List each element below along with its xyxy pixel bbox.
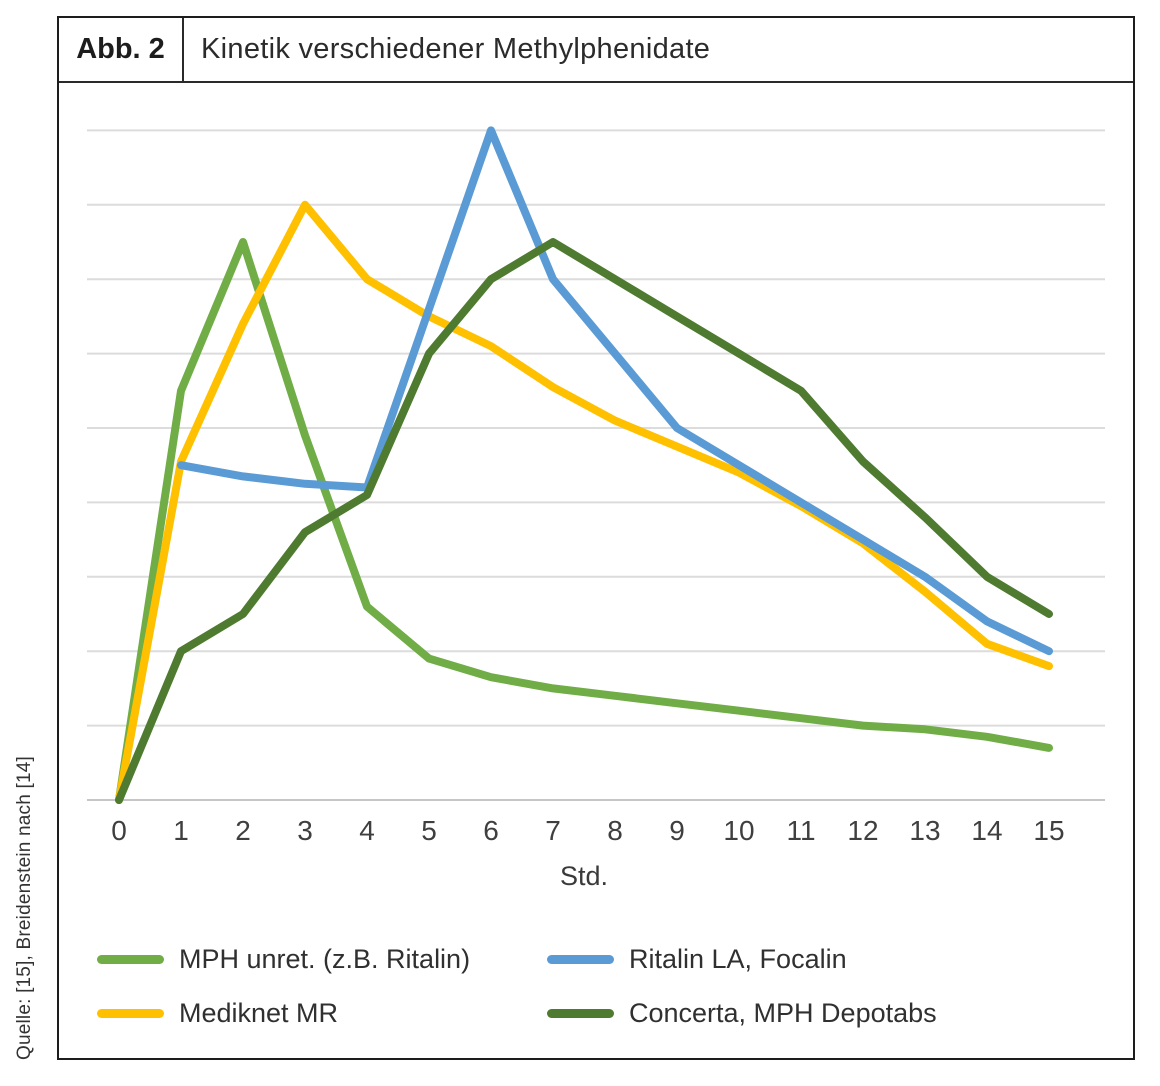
x-tick-label: 11 [786, 815, 815, 846]
legend-item: Concerta, MPH Depotabs [547, 998, 1133, 1028]
x-tick-label: 3 [297, 815, 313, 846]
legend-swatch [547, 954, 614, 964]
x-tick-label: 2 [235, 815, 251, 846]
x-tick-label: 1 [173, 815, 189, 846]
x-tick-label: 8 [607, 815, 623, 846]
chart-legend: MPH unret. (z.B. Ritalin) Ritalin LA, Foc… [59, 914, 1133, 1028]
x-tick-label: 6 [483, 815, 499, 846]
series-lines [115, 126, 1053, 804]
legend-item: Ritalin LA, Focalin [547, 944, 1133, 974]
figure-title: Kinetik verschiedener Methylphenidate [201, 33, 711, 65]
x-tick-label: 7 [545, 815, 561, 846]
line-chart: 0 1 2 3 4 5 6 7 8 9 10 11 12 13 14 15 Std. [87, 126, 1105, 891]
x-tick-label: 14 [971, 815, 1002, 846]
legend-swatch [547, 1008, 614, 1018]
series-line-mediknet-mr [115, 200, 1053, 804]
x-axis-tick-labels: 0 1 2 3 4 5 6 7 8 9 10 11 12 13 14 15 [111, 815, 1064, 846]
legend-item: Mediknet MR [97, 998, 547, 1028]
gridlines [87, 129, 1105, 801]
legend-label: Concerta, MPH Depotabs [629, 997, 937, 1028]
legend-label: Ritalin LA, Focalin [629, 943, 847, 974]
x-tick-label: 12 [847, 815, 878, 846]
series-line-mph-unret-z-b-ritalin- [115, 238, 1053, 804]
legend-swatch [97, 1008, 164, 1018]
legend-label: Mediknet MR [179, 997, 339, 1028]
x-tick-label: 5 [421, 815, 437, 846]
series-line-concerta-mph-depotabs [115, 238, 1053, 804]
x-tick-label: 13 [909, 815, 940, 846]
figure-frame: Abb. 2 Kinetik verschiedener Methylpheni… [57, 16, 1135, 1060]
source-note: Quelle: [15], Breidenstein nach [14] [14, 755, 35, 1060]
x-tick-label: 0 [111, 815, 127, 846]
legend-item: MPH unret. (z.B. Ritalin) [97, 944, 547, 974]
x-tick-label: 15 [1033, 815, 1064, 846]
x-axis-label: Std. [560, 861, 608, 891]
figure-header: Abb. 2 Kinetik verschiedener Methylpheni… [59, 18, 1133, 83]
x-tick-label: 4 [359, 815, 375, 846]
x-tick-label: 10 [723, 815, 754, 846]
figure-number-label: Abb. 2 [59, 18, 184, 81]
x-tick-label: 9 [669, 815, 685, 846]
legend-label: MPH unret. (z.B. Ritalin) [179, 943, 471, 974]
legend-swatch [97, 954, 164, 964]
series-line-ritalin-la-focalin [177, 126, 1053, 656]
